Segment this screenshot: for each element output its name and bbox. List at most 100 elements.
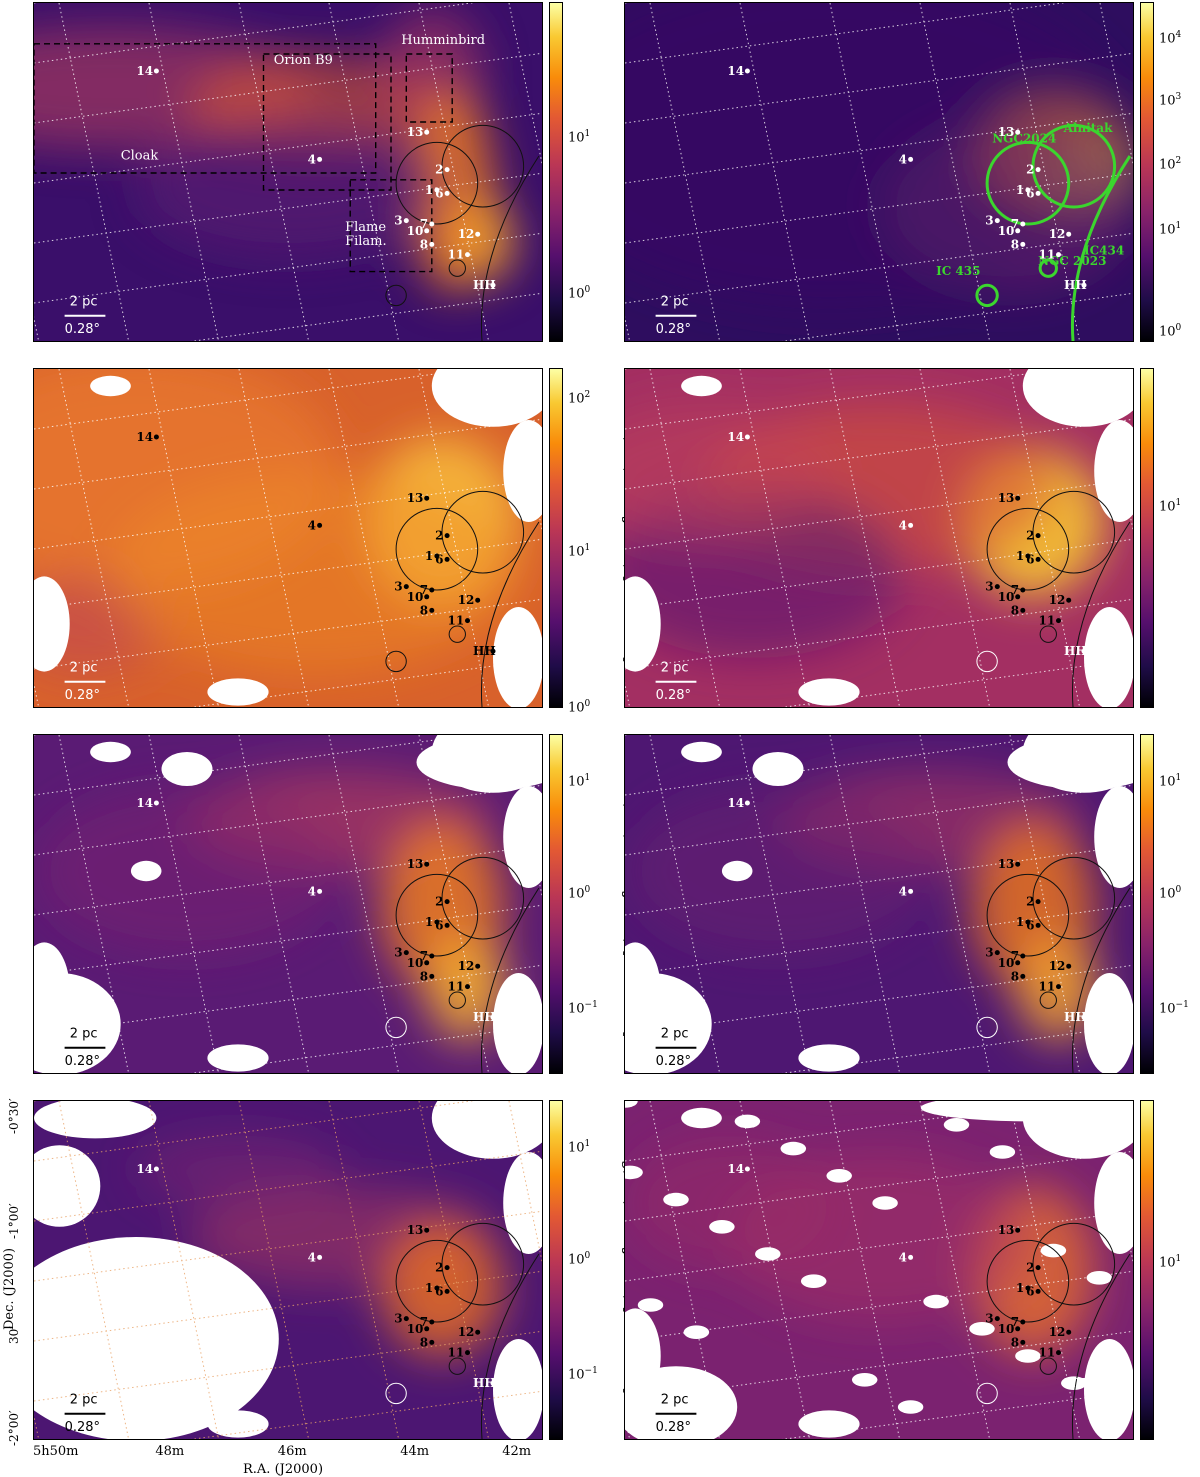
position-label-1: 1: [1016, 183, 1024, 197]
position-marker: [1066, 963, 1072, 969]
position-label-11: 11: [1039, 614, 1056, 628]
coordinate-grid: [34, 3, 542, 341]
region-label: Humminbird: [401, 33, 485, 48]
region-boxes: [34, 43, 453, 273]
colorbar: [1140, 2, 1154, 342]
colorbar-tick-label: 101: [568, 542, 591, 559]
position-label-hh: HH: [473, 1010, 496, 1024]
colorbar-tick-label: 10−1: [568, 1000, 598, 1017]
position-label-1: 1: [1016, 1281, 1024, 1295]
position-label-13: 13: [998, 125, 1015, 139]
position-marker: [475, 597, 481, 603]
position-label-13: 13: [998, 491, 1015, 505]
position-label-10: 10: [998, 224, 1015, 238]
position-label-14: 14: [727, 430, 744, 444]
svg-text:2 pc: 2 pc: [661, 661, 689, 676]
position-marker: [424, 960, 430, 966]
position-marker: [1025, 1285, 1031, 1291]
position-label-4: 4: [308, 1250, 316, 1264]
position-marker: [490, 1380, 496, 1386]
position-marker: [475, 963, 481, 969]
coordinate-grid: [34, 735, 542, 1073]
position-marker: [1015, 861, 1021, 867]
position-marker: [1015, 495, 1021, 501]
position-marker: [434, 1285, 440, 1291]
position-marker: [908, 522, 914, 528]
position-label-2: 2: [1026, 163, 1034, 177]
position-label-14: 14: [136, 430, 153, 444]
position-label-11: 11: [448, 980, 465, 994]
position-marker: [1056, 984, 1061, 990]
colorbar-tick-label: 101: [568, 129, 591, 146]
position-marker: [1066, 1329, 1072, 1335]
position-marker: [1081, 1380, 1087, 1386]
scale-bar: 2 pc 0.28°: [65, 661, 106, 703]
position-label-12: 12: [458, 959, 475, 973]
position-label-hh: HH: [473, 1376, 496, 1390]
ra-tick-label: 5h50m: [33, 1444, 79, 1459]
position-marker: [444, 922, 450, 928]
region-circles: [385, 1222, 540, 1439]
svg-text:0.28°: 0.28°: [656, 1054, 691, 1069]
position-label-8: 8: [1011, 237, 1019, 251]
coordinate-grid: [34, 1101, 542, 1439]
position-marker: [317, 156, 323, 162]
position-marker: [429, 1339, 435, 1345]
position-marker: [1035, 533, 1041, 539]
map-image: 14 13 4 2 1 6 3 7 10 8 12 11 HH 2 pc 0.28°: [624, 734, 1134, 1074]
ra-tick-label: 46m: [277, 1444, 307, 1459]
position-label-4: 4: [308, 884, 316, 898]
position-label-8: 8: [420, 603, 428, 617]
panel-b: NGC2024 Alnitak NGC 2023 IC434 IC 435 14 13 4 2 1…: [624, 2, 1200, 342]
position-marker: [429, 587, 435, 593]
position-label-10: 10: [407, 1322, 424, 1336]
position-marker: [434, 187, 440, 193]
svg-text:0.28°: 0.28°: [65, 1420, 100, 1435]
position-marker: [994, 950, 1000, 956]
position-marker: [1056, 252, 1061, 258]
position-marker: [744, 68, 750, 74]
position-marker: [1015, 960, 1021, 966]
position-marker: [403, 950, 409, 956]
colorbar: [1140, 368, 1154, 708]
position-label-7: 7: [420, 1315, 428, 1329]
svg-text:0.28°: 0.28°: [656, 322, 691, 337]
position-label-12: 12: [458, 593, 475, 607]
position-label-6: 6: [435, 1284, 443, 1298]
position-label-1: 1: [1016, 915, 1024, 929]
position-label-6: 6: [1026, 918, 1034, 932]
map-image: 14 13 4 2 1 6 3 7 10 8 12 11 HH 2 pc 0.28°: [33, 1100, 543, 1440]
position-marker: [153, 1166, 159, 1172]
position-label-3: 3: [985, 580, 993, 594]
position-marker: [744, 434, 750, 440]
position-label-13: 13: [407, 125, 424, 139]
position-label-12: 12: [1049, 1325, 1066, 1339]
dec-tick-label: -1°00′: [7, 1203, 21, 1239]
position-label-11: 11: [448, 248, 465, 262]
position-label-6: 6: [435, 552, 443, 566]
position-label-12: 12: [1049, 227, 1066, 241]
position-marker: [444, 1288, 450, 1294]
colorbar-tick-label: 103: [1159, 91, 1182, 108]
position-marker: [1056, 618, 1061, 624]
region-label: Flame: [345, 220, 386, 235]
colorbar-tick-label: 101: [568, 772, 591, 789]
region-circles: [976, 490, 1131, 707]
position-label-1: 1: [425, 915, 433, 929]
colorbar: [549, 2, 563, 342]
colorbar-tick-label: 101: [1159, 772, 1182, 789]
position-marker: [1015, 1326, 1021, 1332]
position-label-3: 3: [394, 1312, 402, 1326]
coordinate-grid: [34, 369, 542, 707]
green-label: NGC2024: [992, 131, 1056, 145]
position-marker: [1020, 221, 1026, 227]
position-label-10: 10: [407, 956, 424, 970]
map-image: Cloak Orion B9 Humminbird Flame Filam. 14 13 4 2…: [33, 2, 543, 342]
position-label-hh: HH: [1064, 644, 1087, 658]
colorbar: [549, 368, 563, 708]
position-label-8: 8: [420, 969, 428, 983]
position-marker: [424, 594, 430, 600]
position-marker: [1020, 1319, 1026, 1325]
position-marker: [153, 68, 159, 74]
